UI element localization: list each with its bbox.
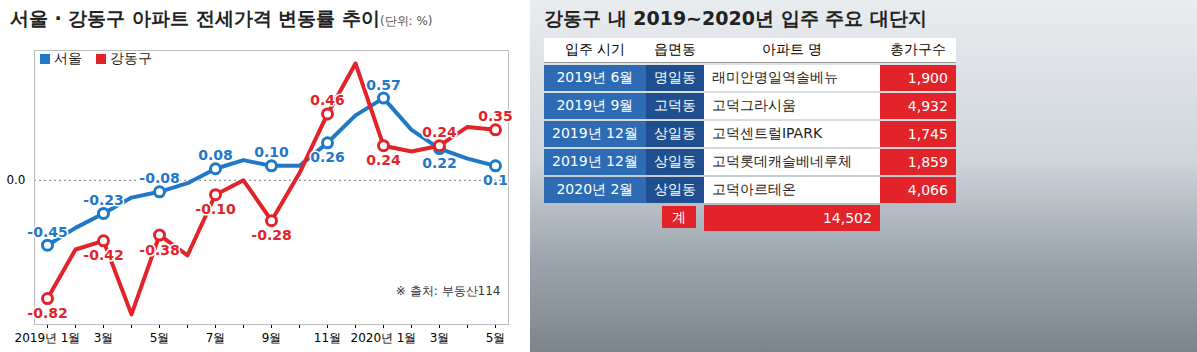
svg-text:-0.42: -0.42	[83, 247, 123, 263]
svg-text:0.22: 0.22	[422, 155, 457, 171]
svg-text:-0.23: -0.23	[83, 192, 123, 208]
svg-text:※ 출처: 부동산114: ※ 출처: 부동산114	[396, 284, 501, 298]
html-text:입주 시기: 입주 시기	[564, 41, 626, 57]
html-text:강동구: 강동구	[110, 50, 152, 66]
html-text:고덕롯데캐슬베네루체: 고덕롯데캐슬베네루체	[711, 153, 852, 169]
html-text:명일동: 명일동	[653, 69, 696, 85]
svg-text:2020년 1월: 2020년 1월	[351, 331, 417, 345]
html-text:아파트 명: 아파트 명	[761, 41, 823, 57]
svg-text:-0.38: -0.38	[139, 242, 179, 258]
html-text:총가구수: 총가구수	[889, 41, 946, 57]
html-text:4,932: 4,932	[907, 98, 948, 114]
svg-text:5월: 5월	[486, 331, 506, 345]
svg-text:3월: 3월	[94, 331, 114, 345]
html-text:고덕아르테온: 고덕아르테온	[711, 181, 796, 197]
svg-text:11월: 11월	[314, 331, 341, 345]
html-text:상일동: 상일동	[653, 181, 696, 197]
html-text:계: 계	[671, 209, 686, 225]
svg-text:-0.08: -0.08	[139, 170, 179, 186]
html-text:2019년 12월: 2019년 12월	[552, 125, 638, 141]
svg-text:5월: 5월	[150, 331, 170, 345]
svg-text:-0.28: -0.28	[251, 227, 291, 243]
svg-text:3월: 3월	[430, 331, 450, 345]
html-text:상일동: 상일동	[653, 125, 696, 141]
svg-text:-0.10: -0.10	[195, 201, 236, 217]
html-text:상일동: 상일동	[653, 153, 696, 169]
html-text:읍면동: 읍면동	[653, 41, 696, 57]
svg-text:7월: 7월	[206, 331, 226, 345]
svg-text:0.08: 0.08	[198, 147, 233, 163]
html-text:1,859: 1,859	[907, 154, 948, 170]
html-text:강동구 내 2019~2020년 입주 주요 대단지: 강동구 내 2019~2020년 입주 주요 대단지	[544, 7, 927, 29]
svg-text:2019년 1월: 2019년 1월	[15, 331, 81, 345]
svg-text:0.0: 0.0	[6, 173, 25, 187]
svg-text:0.35: 0.35	[478, 108, 513, 124]
svg-text:0.10: 0.10	[254, 144, 289, 160]
svg-text:0.1: 0.1	[483, 172, 508, 188]
svg-text:9월: 9월	[262, 331, 282, 345]
html-text:2019년 12월: 2019년 12월	[552, 153, 638, 169]
svg-text:0.57: 0.57	[366, 77, 401, 93]
svg-text:0.46: 0.46	[310, 92, 345, 108]
html-text:서울: 서울	[54, 50, 82, 66]
html-text:2019년 9월: 2019년 9월	[556, 97, 634, 113]
svg-text:0.24: 0.24	[422, 124, 457, 140]
html-text:고덕동: 고덕동	[653, 97, 696, 113]
svg-text:-0.82: -0.82	[27, 305, 67, 321]
html-text:1,900: 1,900	[907, 70, 948, 86]
html-text:4,066: 4,066	[907, 182, 948, 198]
svg-text:-0.45: -0.45	[27, 224, 67, 240]
svg-text:0.24: 0.24	[366, 152, 401, 168]
svg-text:0.26: 0.26	[310, 149, 345, 165]
html-text:고덕그라시움: 고덕그라시움	[711, 97, 796, 113]
html-text:14,502: 14,502	[822, 210, 872, 226]
html-text:래미안명일역솔베뉴: 래미안명일역솔베뉴	[711, 69, 838, 85]
html-text:2019년 6월: 2019년 6월	[556, 69, 634, 85]
html-text:서울 · 강동구 아파트 전세가격 변동률 추이(단위: %: 서울 · 강동구 아파트 전세가격 변동률 추이(단위: %)	[10, 7, 433, 29]
html-text:고덕센트럴IPARK: 고덕센트럴IPARK	[711, 125, 823, 141]
html-text:2020년 2월: 2020년 2월	[556, 181, 634, 197]
html-text:1,745: 1,745	[907, 126, 948, 142]
